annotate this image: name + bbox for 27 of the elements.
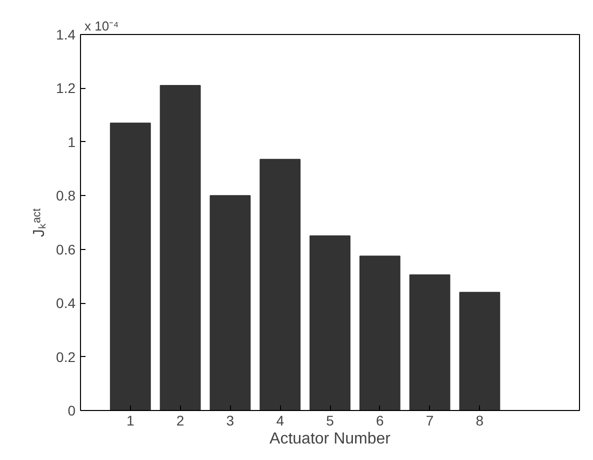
x-tick-label: 1 bbox=[126, 412, 135, 428]
y-tick-label: 1.4 bbox=[56, 26, 76, 42]
y-tick-label: 0.6 bbox=[56, 241, 76, 258]
x-tick-label: 3 bbox=[226, 412, 234, 428]
bar bbox=[310, 235, 350, 410]
x-tick-label: 6 bbox=[376, 412, 384, 428]
bar bbox=[409, 274, 450, 410]
bar bbox=[160, 85, 201, 410]
y-tick-label: 1 bbox=[68, 134, 76, 150]
y-tick-label: 0 bbox=[68, 402, 76, 418]
x-tick-label: 4 bbox=[276, 412, 284, 428]
x-tick-label: 7 bbox=[426, 412, 434, 428]
x-axis-title: Actuator Number bbox=[270, 430, 392, 448]
y-tick-label: 1.2 bbox=[56, 80, 76, 96]
y-tick-label: 0.2 bbox=[56, 348, 76, 365]
x-tick-label: 5 bbox=[326, 412, 334, 428]
y-tick-label: 0.4 bbox=[56, 295, 76, 312]
bar bbox=[260, 158, 301, 410]
text: x 10⁻⁴ bbox=[84, 18, 119, 34]
x-tick-label: 2 bbox=[176, 412, 184, 428]
bar bbox=[210, 195, 251, 410]
bar bbox=[459, 292, 500, 410]
x-tick-label: 8 bbox=[476, 412, 484, 428]
bar bbox=[359, 256, 400, 410]
bar bbox=[110, 122, 151, 410]
y-axis-title: Jₖᵃᶜᵗ bbox=[31, 207, 48, 238]
y-tick-label: 0.8 bbox=[56, 188, 76, 204]
